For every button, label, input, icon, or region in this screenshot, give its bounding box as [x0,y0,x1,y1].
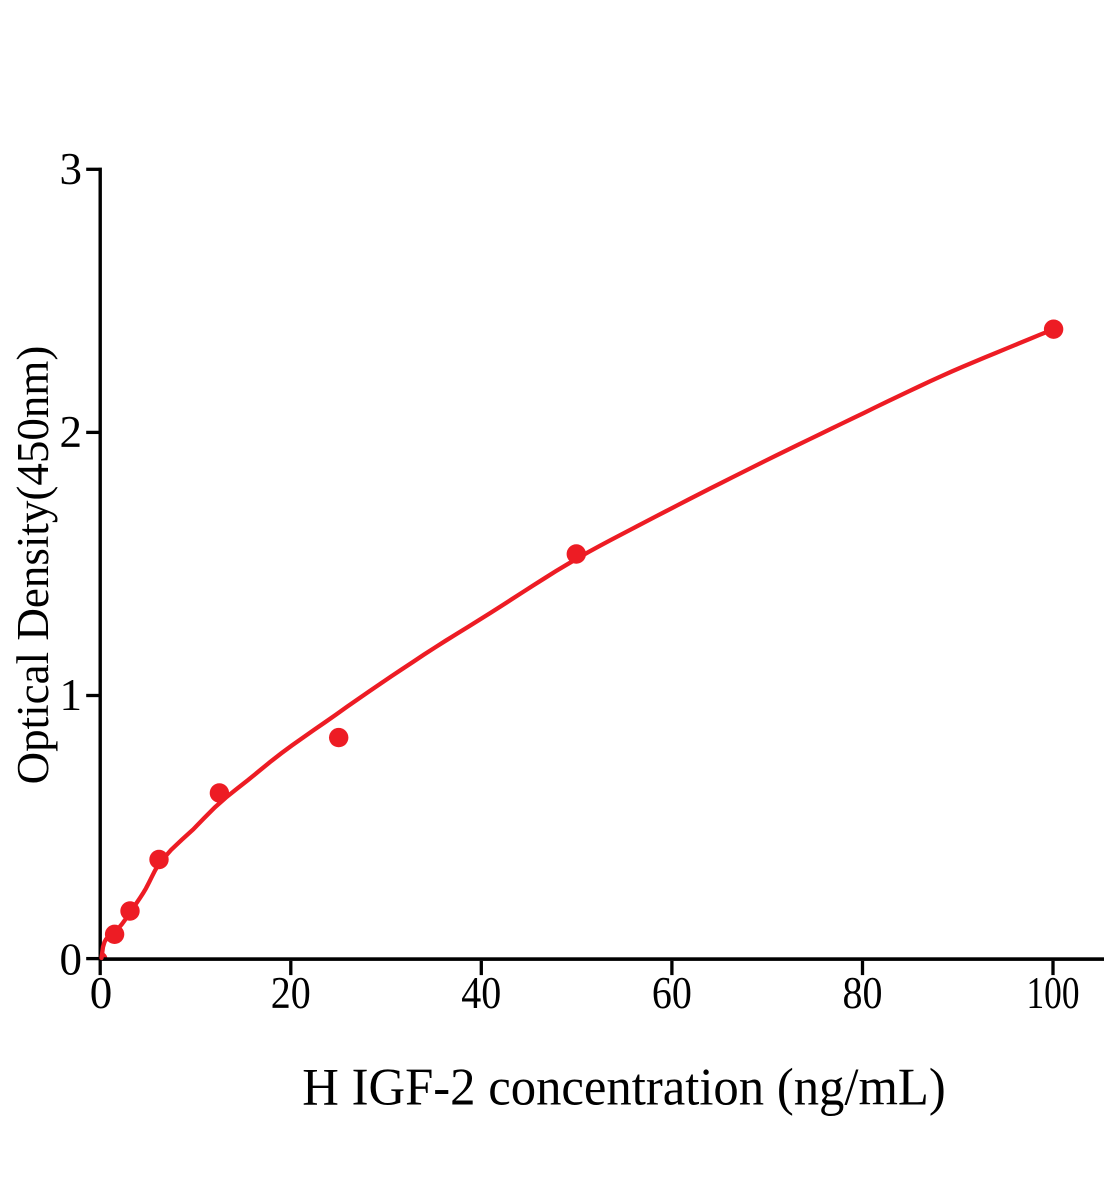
svg-text:H IGF-2 concentration (ng/mL): H IGF-2 concentration (ng/mL) [302,1058,946,1116]
svg-text:Optical Density(450nm): Optical Density(450nm) [8,346,58,785]
svg-text:0: 0 [90,968,113,1018]
svg-text:3: 3 [60,144,83,194]
svg-text:20: 20 [271,968,311,1018]
svg-text:80: 80 [843,968,883,1018]
svg-text:40: 40 [461,968,501,1018]
svg-text:100: 100 [1027,968,1080,1018]
svg-text:1: 1 [60,670,83,720]
svg-text:0: 0 [60,934,83,984]
svg-text:2: 2 [60,407,83,457]
svg-text:60: 60 [652,968,692,1018]
